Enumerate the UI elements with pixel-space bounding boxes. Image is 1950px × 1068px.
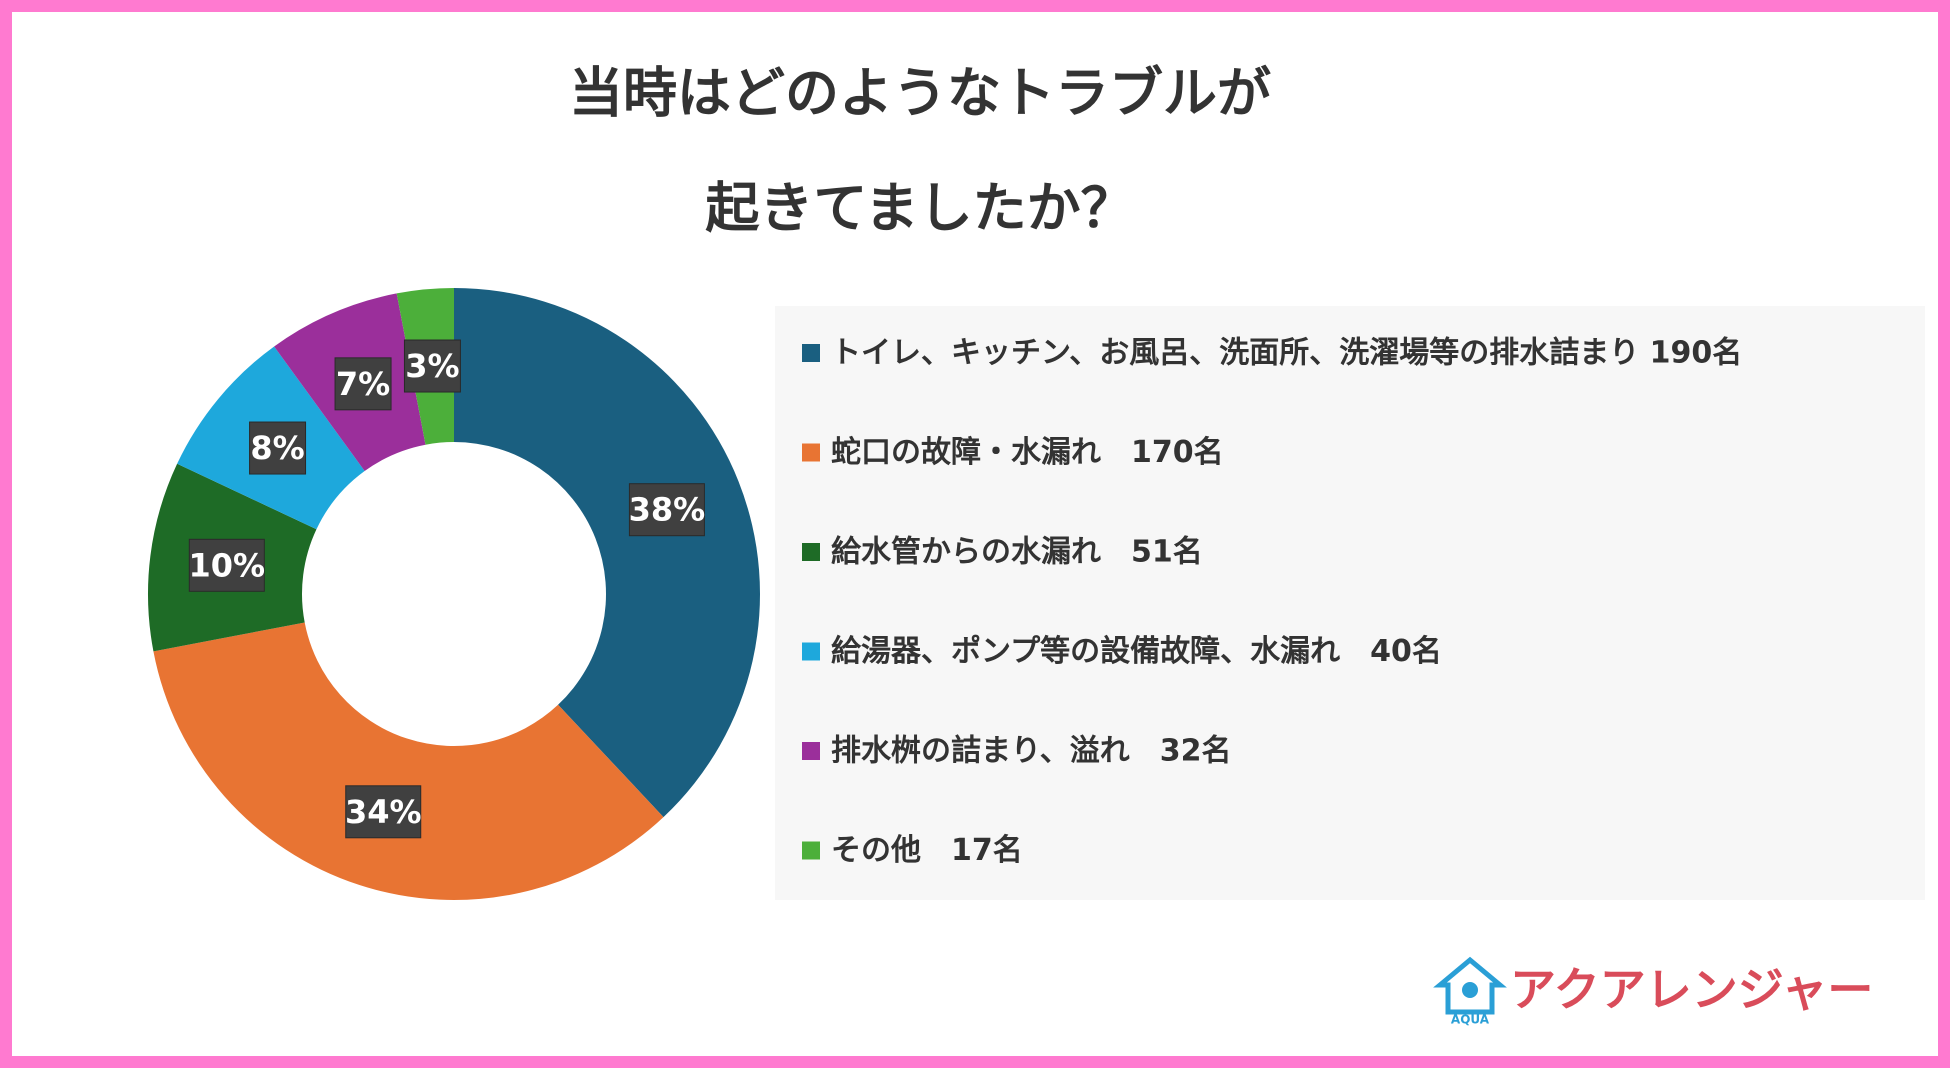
value-label: 7% [336,365,390,403]
chart-title: 起きてましたか？ [705,177,1134,240]
legend-box [775,306,1925,900]
value-label: 10% [189,546,266,584]
value-label-box [345,785,422,839]
legend-label: 蛇口の故障・水漏れ 170名 [831,435,1224,470]
legend-label: トイレ、キッチン、お風呂、洗面所、洗濯場等の排水詰まり 190名 [831,336,1742,371]
value-label-box [334,357,392,411]
donut-slice [454,288,761,818]
legend-swatch [802,742,820,760]
value-label: 38% [629,491,706,529]
logo: AQUA アクアレンジャー [1433,956,1873,1027]
legend-swatch [802,642,820,661]
value-label-box [188,538,265,592]
logo-icon [1433,956,1507,1015]
value-label-box [628,483,705,537]
legend-label: 給湯器、ポンプ等の設備故障、水漏れ 40名 [831,634,1442,669]
value-label: 3% [405,347,459,385]
value-label-box [249,421,307,475]
legend-swatch [802,841,820,860]
chart-title: 当時はどのようなトラブルが [569,62,1271,125]
legend-swatch [802,344,820,362]
legend-label: 排水桝の詰まり、溢れ 32名 [831,734,1232,769]
value-label: 8% [250,429,304,467]
value-label-box [403,339,461,393]
legend-swatch [802,543,820,561]
value-label: 34% [345,793,422,831]
legend-swatch [802,443,820,462]
logo-icon [1462,982,1478,998]
legend-label: その他 17名 [831,833,1023,868]
logo-text: アクアレンジャー [1510,963,1873,1017]
donut-slice [153,622,664,901]
logo-mark: AQUA [1451,1013,1490,1027]
legend-label: 給水管からの水漏れ 51名 [831,535,1203,570]
